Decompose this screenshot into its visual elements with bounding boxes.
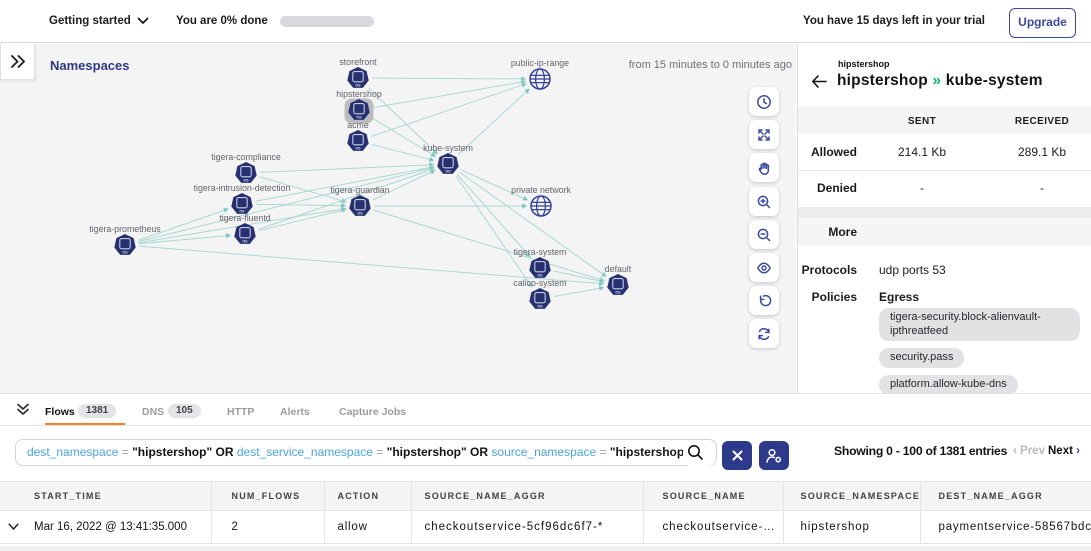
svg-text:storefront: storefront — [339, 57, 377, 67]
svg-text:tigera-prometheus: tigera-prometheus — [89, 224, 161, 234]
svg-text:tigera-intrusion-detection: tigera-intrusion-detection — [194, 183, 291, 193]
svg-text:private network: private network — [511, 185, 571, 195]
svg-text:calico-system: calico-system — [513, 278, 566, 288]
svg-text:default: default — [605, 264, 632, 274]
svg-text:hipstershop: hipstershop — [336, 89, 382, 99]
svg-text:tigera-system: tigera-system — [514, 247, 567, 257]
svg-text:public-ip-range: public-ip-range — [511, 58, 569, 68]
svg-text:tigera-compliance: tigera-compliance — [211, 152, 281, 162]
svg-text:tigera-guardian: tigera-guardian — [330, 185, 389, 195]
svg-text:acme: acme — [347, 120, 369, 130]
svg-text:tigera-fluentd: tigera-fluentd — [219, 213, 270, 223]
svg-text:kube-system: kube-system — [423, 143, 473, 153]
